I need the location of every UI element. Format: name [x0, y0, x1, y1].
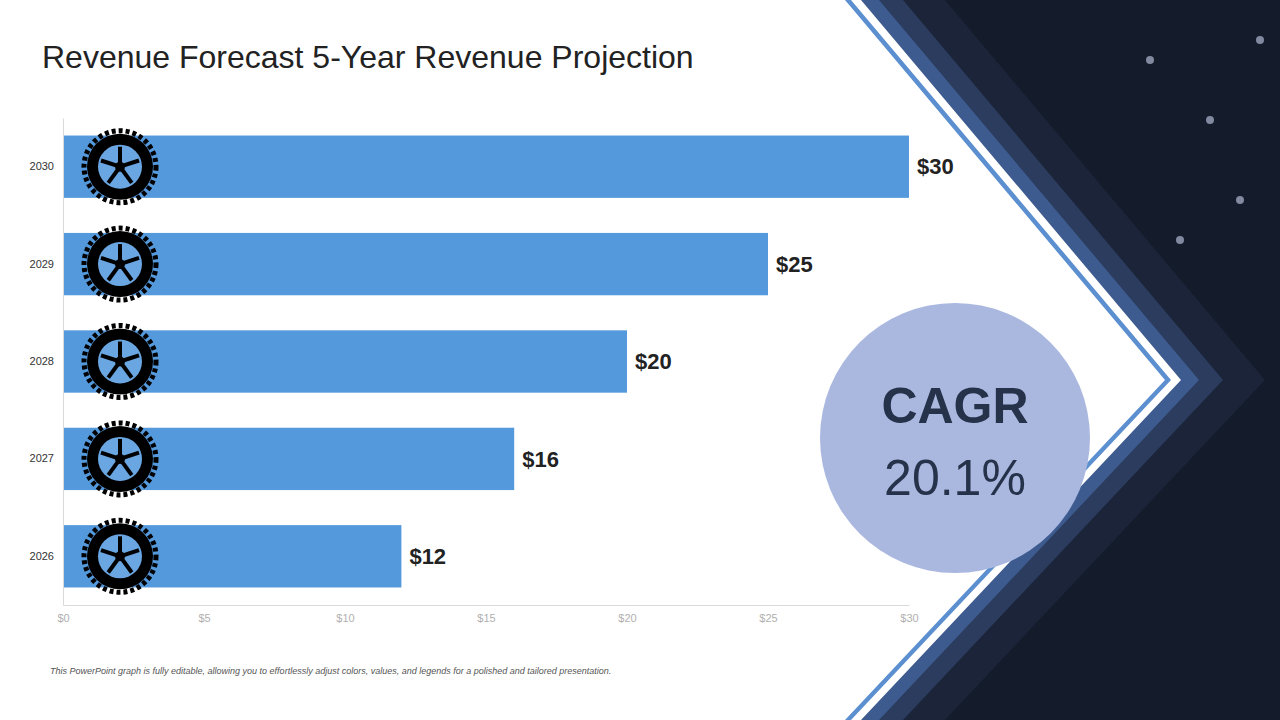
rim — [98, 242, 142, 286]
annotation: 20.1% — [884, 450, 1026, 506]
tire-icons — [84, 131, 156, 593]
hub — [115, 551, 125, 561]
annotation: CAGR — [881, 378, 1028, 434]
tick-label: $5 — [198, 612, 210, 624]
light-dot — [1176, 236, 1184, 244]
tire-icon — [84, 520, 156, 592]
tick-label: $30 — [900, 612, 918, 624]
tire-tread — [84, 326, 156, 398]
footnote: This PowerPoint graph is fully editable,… — [50, 666, 611, 676]
hub — [115, 162, 125, 172]
tick: $30 — [900, 605, 918, 624]
data-label: $25 — [776, 252, 813, 277]
bar — [63, 233, 768, 295]
data-label: $20 — [635, 349, 672, 374]
tick: $20 — [618, 605, 636, 624]
tire — [87, 231, 153, 297]
tick-label: $25 — [759, 612, 777, 624]
light-dot — [1146, 56, 1154, 64]
chart: Revenue Forecast 5-Year Revenue Projecti… — [0, 0, 1280, 720]
rim — [98, 534, 142, 578]
tick: 2026 — [30, 550, 63, 562]
tire-icon — [84, 228, 156, 300]
bar — [63, 136, 909, 198]
tire — [87, 329, 153, 395]
tick-label: $0 — [57, 612, 69, 624]
category-label: 2030 — [30, 160, 54, 172]
hub — [115, 357, 125, 367]
light-dot — [1206, 116, 1214, 124]
tick-label: $15 — [477, 612, 495, 624]
category-label: 2026 — [30, 550, 54, 562]
hub — [115, 259, 125, 269]
data-label: $16 — [522, 447, 559, 472]
title: Revenue Forecast 5-Year Revenue Projecti… — [42, 39, 694, 75]
tick: 2027 — [30, 452, 63, 464]
category-label: 2027 — [30, 452, 54, 464]
tire-icon — [84, 131, 156, 203]
tick: $15 — [477, 605, 495, 624]
tick: 2028 — [30, 355, 63, 367]
page: {"chart_data": { "type": "bar", "title":… — [0, 0, 1280, 720]
rim — [98, 145, 142, 189]
category-label: 2028 — [30, 355, 54, 367]
data-label: $30 — [917, 154, 954, 179]
tire — [87, 134, 153, 200]
badge-circle — [820, 303, 1090, 573]
rim — [98, 340, 142, 384]
tick-label: $20 — [618, 612, 636, 624]
tick: $25 — [759, 605, 777, 624]
cagr-badge: CAGR 20.1% — [820, 303, 1090, 573]
tick: $10 — [336, 605, 354, 624]
rim — [98, 437, 142, 481]
tick: $0 — [57, 605, 69, 624]
tire-tread — [84, 423, 156, 495]
axis-line — [64, 605, 910, 606]
tire — [87, 426, 153, 492]
light-dot — [1256, 36, 1264, 44]
light-dot — [1236, 196, 1244, 204]
tire-icon — [84, 423, 156, 495]
category-label: 2029 — [30, 258, 54, 270]
hub — [115, 454, 125, 464]
tire-icon — [84, 326, 156, 398]
tick: $5 — [198, 605, 210, 624]
tire-tread — [84, 520, 156, 592]
tire — [87, 523, 153, 589]
data-label: $12 — [409, 544, 446, 569]
tick-label: $10 — [336, 612, 354, 624]
axis-line — [63, 119, 64, 606]
x-axis: $0 $5 $10 $15 $20 $25 $30 — [57, 605, 918, 624]
bars — [63, 136, 909, 588]
tire-tread — [84, 131, 156, 203]
tick: 2029 — [30, 258, 63, 270]
tire-tread — [84, 228, 156, 300]
tick: 2030 — [30, 160, 63, 172]
y-axis: 2026 2027 2028 2029 2030 — [30, 119, 64, 606]
